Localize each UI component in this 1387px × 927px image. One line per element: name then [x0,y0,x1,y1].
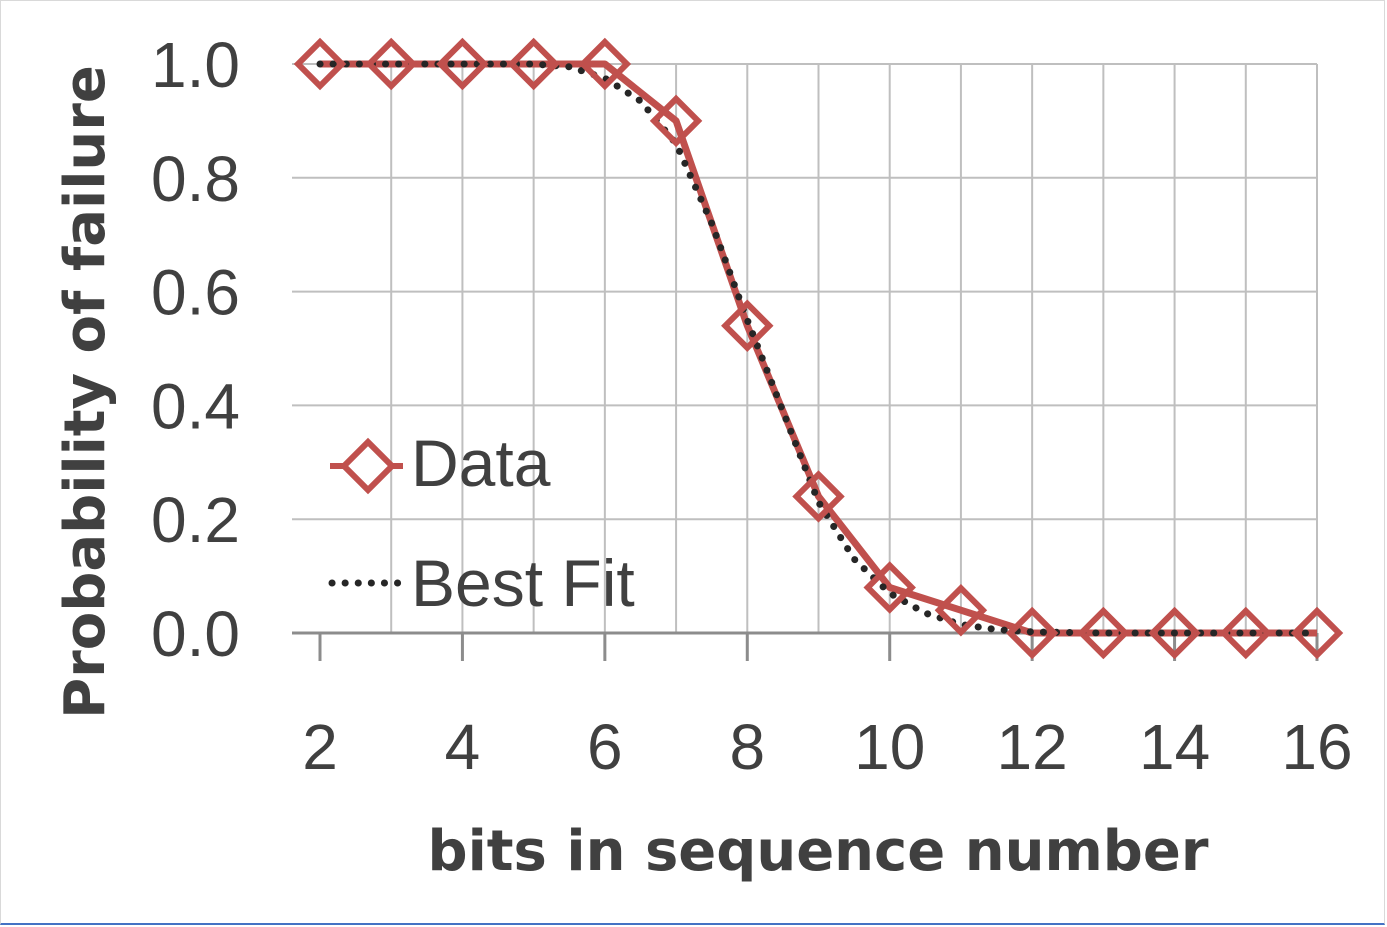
data-point-diamond [1077,606,1130,660]
best-fit-series-line [316,60,1321,637]
legend-data-label: Data [411,426,551,500]
tick-labels: 0.0 0.2 0.4 0.6 0.8 1.0 2 4 6 8 10 12 14 16 [151,29,1353,783]
y-axis-title: Probability of failure [53,65,118,719]
y-tick-label: 0.6 [151,257,240,329]
data-point-diamond [578,37,632,91]
y-tick-label: 1.0 [151,29,240,101]
x-tick-label: 10 [854,711,925,783]
series [293,37,1344,660]
data-point-diamond [792,470,845,523]
data-point-diamond [364,37,418,91]
x-tick-label: 8 [729,711,765,783]
y-tick-label: 0.0 [151,598,240,670]
gridlines [292,63,1318,633]
x-tick-label: 14 [1139,711,1210,783]
data-point-diamond [934,583,988,637]
y-tick-label: 0.4 [151,370,240,442]
data-point-diamond [721,299,774,352]
legend-fit-label: Best Fit [411,546,635,620]
data-point-diamond [1219,606,1273,660]
x-tick-label: 2 [302,711,338,783]
data-point-diamond [1005,606,1059,660]
x-axis-title: bits in sequence number [428,819,1209,884]
x-tick-label: 6 [587,711,623,783]
legend-item-data: Data [330,426,551,500]
y-tick-label: 0.8 [151,143,240,215]
data-point-diamond [1148,606,1201,660]
legend-item-best-fit: Best Fit [328,546,635,620]
data-point-diamond [507,37,560,91]
x-tick-label: 12 [997,711,1068,783]
data-point-diamond [436,37,489,91]
data-point-diamond [1290,606,1344,660]
x-tick-label: 16 [1281,711,1352,783]
legend: Data Best Fit [328,426,635,620]
data-point-diamond [649,94,703,148]
x-tick-label: 4 [445,711,481,783]
data-point-diamond [293,37,347,91]
data-point-diamond [863,561,916,614]
y-tick-label: 0.2 [151,484,240,556]
legend-data-diamond-marker [339,437,397,495]
